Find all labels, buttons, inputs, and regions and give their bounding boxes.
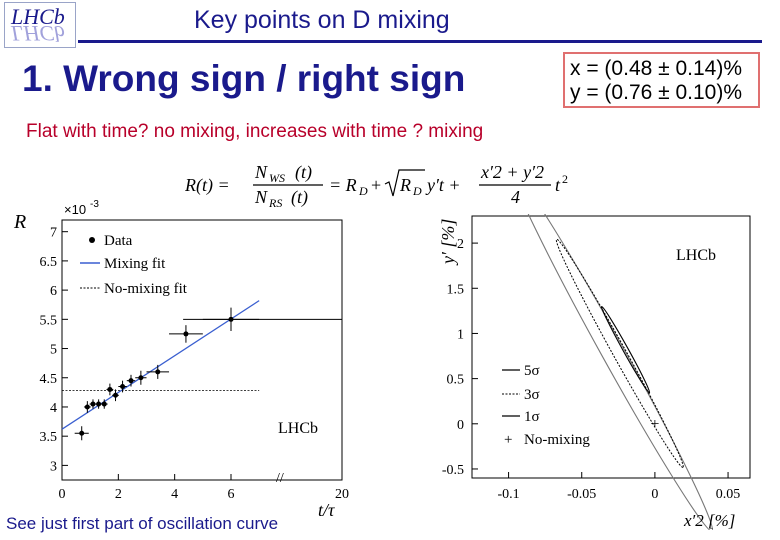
right-x-tick-label: -0.05: [567, 487, 596, 502]
right-y-tick-label: -0.5: [442, 463, 464, 478]
left-y-multiplier-exp: -3: [90, 199, 99, 210]
formula-frac1-den-arg: (t): [291, 187, 308, 208]
formula-frac2-num: x′2 + y′2: [480, 162, 544, 182]
left-x-tick-label: 6: [228, 487, 235, 502]
right-plot-frame: [471, 215, 751, 479]
contour-plot: -0.1 -0.05 0 0.05 -0.5 0 0.5 1 1.5 2 + y′ [%] x′2 …: [438, 214, 751, 530]
data-point: [96, 401, 102, 407]
legend-data-label: Data: [104, 233, 133, 249]
data-point: [101, 401, 107, 407]
left-y-tick-label: 6: [50, 284, 57, 299]
lhcb-logo-text: LHCb: [10, 4, 65, 29]
formula-sqrt-sign: [384, 169, 425, 197]
formula-frac2-den: 4: [511, 187, 520, 207]
legend-data-marker: [89, 237, 95, 243]
subtitle: Flat with time? no mixing, increases wit…: [26, 121, 484, 142]
right-y-tick-label: 0: [457, 418, 464, 433]
page-title: Key points on D mixing: [194, 6, 450, 34]
left-y-tick-label: 7: [50, 226, 57, 241]
formula-t-sup: 2: [562, 172, 568, 186]
data-point: [120, 384, 126, 390]
lhcb-logo-reflection: LHCb: [10, 21, 65, 46]
formula-plus: +: [371, 175, 381, 195]
formula-frac1-den: N: [254, 187, 268, 207]
mixing-fit-line: [61, 300, 260, 430]
left-y-tick-label: 6.5: [40, 255, 58, 270]
right-legend: 5σ 3σ 1σ + No-mixing: [502, 363, 590, 448]
formula-lhs: R(t) =: [185, 175, 230, 196]
contour-3sigma: [555, 238, 684, 468]
result-x: x = (0.48 ± 0.14)%: [570, 57, 743, 80]
formula-rd-sub: D: [358, 184, 368, 198]
left-legend: Data Mixing fit No-mixing fit: [80, 233, 188, 297]
nomixing-point-marker: +: [650, 416, 659, 433]
left-ylabel: R: [13, 211, 26, 233]
header-divider: [78, 40, 762, 43]
right-x-tick-label: 0.05: [716, 487, 741, 502]
data-point: [113, 392, 119, 398]
data-point: [79, 430, 85, 436]
left-y-tick-label: 3.5: [40, 430, 58, 445]
left-x-tick-label: 20: [335, 487, 349, 502]
right-y-tick-label: 0.5: [447, 373, 465, 388]
data-point: [155, 369, 161, 375]
left-x-tick-label: 2: [115, 487, 122, 502]
formula-frac1-den-sub: RS: [268, 196, 282, 210]
left-y-multiplier: ×10: [64, 202, 86, 217]
left-lhcb-label: LHCb: [278, 420, 318, 437]
left-y-tick-label: 3: [50, 459, 57, 474]
left-x-tick-label: 0: [59, 487, 66, 502]
lhcb-logo-graphic: LHCb LHCb: [10, 4, 65, 46]
formula-t: t: [555, 175, 561, 195]
result-y: y = (0.76 ± 0.10)%: [570, 81, 743, 104]
formula-rd: = R: [329, 175, 357, 195]
right-lhcb-label: LHCb: [676, 247, 716, 264]
right-y-tick-label: 1.5: [447, 282, 465, 297]
contour-5sigma: [511, 214, 714, 530]
right-y-tick-label: 1: [457, 327, 464, 342]
left-y-tick-label: 4: [50, 401, 57, 416]
data-point: [84, 404, 90, 410]
contour-1sigma: [601, 305, 651, 394]
left-axis-break: //: [276, 471, 284, 486]
left-plot-frame: [61, 219, 343, 481]
legend-nomixing-label: No-mixing fit: [104, 281, 188, 297]
formula-frac1-num-sub: WS: [269, 171, 285, 185]
footer-note: See just first part of oscillation curve: [6, 514, 279, 533]
ratio-formula: R(t) = N WS (t) N RS (t) = R D + R D y′t…: [185, 162, 568, 210]
legend-5sigma-label: 5σ: [524, 363, 540, 379]
right-xlabel: x′2 [%]: [683, 511, 735, 530]
legend-nomixing-label-right: No-mixing: [524, 432, 590, 448]
legend-nomixing-marker: +: [504, 432, 512, 448]
formula-sqrt-r: R: [399, 175, 411, 195]
left-y-tick-label: 5: [50, 343, 57, 358]
formula-frac1-num-arg: (t): [295, 162, 312, 183]
legend-3sigma-label: 3σ: [524, 387, 540, 403]
right-ylabel: y′ [%]: [438, 219, 458, 266]
right-x-tick-label: -0.1: [497, 487, 519, 502]
left-xlabel: t/τ: [318, 500, 335, 516]
data-point: [138, 375, 144, 381]
data-point: [128, 378, 134, 384]
data-point: [107, 386, 113, 392]
data-point: [90, 401, 96, 407]
section-heading: 1. Wrong sign / right sign: [22, 58, 466, 99]
mixing-results-box: x = (0.48 ± 0.14)% y = (0.76 ± 0.10)%: [563, 52, 760, 108]
left-y-tick-label: 5.5: [40, 313, 58, 328]
left-x-tick-label: 4: [171, 487, 178, 502]
formula-frac1-num: N: [254, 162, 268, 182]
legend-1sigma-label: 1σ: [524, 409, 540, 425]
formula-yprime-t: y′t +: [425, 175, 461, 195]
right-y-tick-label: 2: [457, 237, 464, 252]
legend-mixing-label: Mixing fit: [104, 256, 166, 272]
left-y-tick-label: 4.5: [40, 372, 58, 387]
formula-sqrt-sub: D: [412, 184, 422, 198]
lhcb-logo: LHCb LHCb: [4, 2, 76, 48]
data-point: [183, 331, 189, 337]
right-x-tick-label: 0: [651, 487, 658, 502]
